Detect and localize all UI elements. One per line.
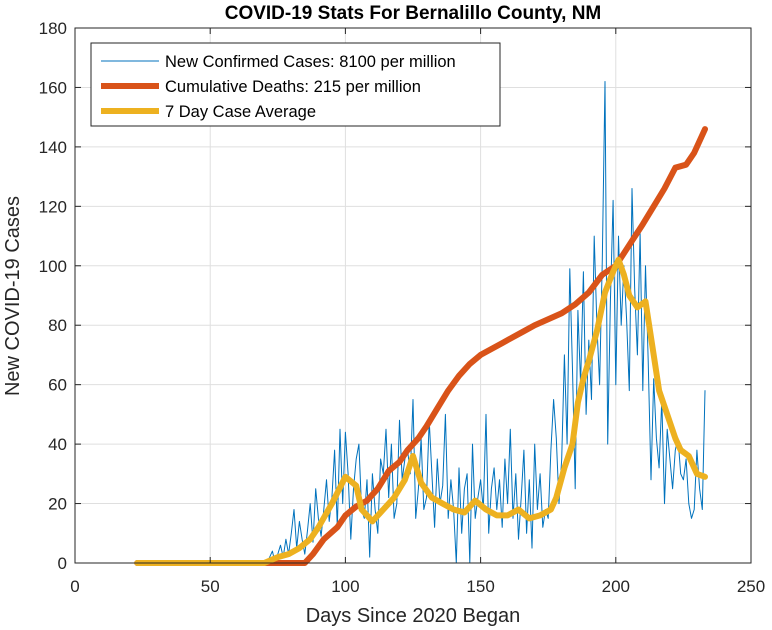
- y-axis: 0 20 40 60 80 100 120 140 160 180: [39, 19, 751, 573]
- x-tick-label: 250: [737, 577, 765, 596]
- plot-frame: [74, 27, 752, 564]
- series-cumulative-deaths: [134, 126, 708, 566]
- x-tick-label: 50: [201, 577, 220, 596]
- x-axis: 0 50 100 150 200 250: [70, 28, 765, 596]
- y-axis-label: New COVID-19 Cases: [2, 196, 24, 396]
- x-tick-label: 200: [602, 577, 630, 596]
- legend-label-cumulative-deaths: Cumulative Deaths: 215 per million: [165, 78, 421, 96]
- y-tick-label: 60: [48, 376, 67, 395]
- y-tick-label: 80: [48, 316, 67, 335]
- series-7-day-average: [134, 256, 708, 566]
- chart-title: COVID-19 Stats For Bernalillo County, NM: [225, 3, 602, 24]
- x-tick-label: 100: [331, 577, 359, 596]
- y-tick-label: 40: [48, 435, 67, 454]
- legend-label-new-cases: New Confirmed Cases: 8100 per million: [165, 53, 456, 71]
- y-tick-label: 180: [39, 19, 67, 38]
- legend-label-7-day-average: 7 Day Case Average: [165, 103, 316, 121]
- x-tick-label: 150: [466, 577, 494, 596]
- legend-box: [90, 42, 501, 127]
- y-tick-label: 0: [58, 554, 67, 573]
- y-tick-label: 20: [48, 495, 67, 514]
- x-tick-label: 0: [70, 577, 79, 596]
- y-tick-label: 100: [39, 257, 67, 276]
- y-tick-label: 120: [39, 197, 67, 216]
- y-tick-label: 160: [39, 78, 67, 97]
- y-tick-label: 140: [39, 138, 67, 157]
- legend: New Confirmed Cases: 8100 per million Cu…: [90, 42, 501, 127]
- series-layer: [134, 81, 708, 566]
- x-axis-label: Days Since 2020 Began: [306, 605, 521, 627]
